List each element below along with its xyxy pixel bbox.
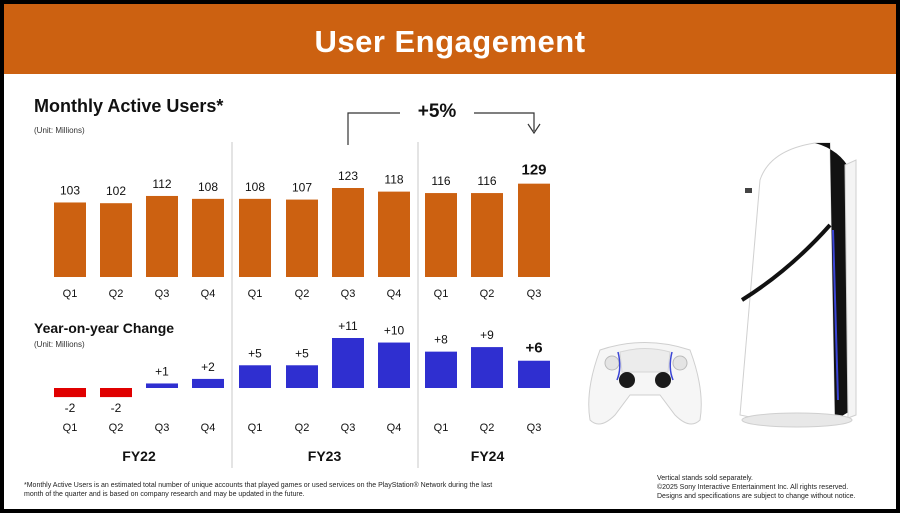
yoy-category-label: Q1 bbox=[434, 422, 449, 434]
yoy-bar bbox=[378, 342, 410, 388]
mau-bar bbox=[286, 199, 318, 277]
yoy-data-label: -2 bbox=[111, 401, 122, 415]
yoy-data-label: +10 bbox=[384, 324, 405, 338]
yoy-bar bbox=[239, 365, 271, 388]
yoy-category-label: Q2 bbox=[109, 422, 124, 434]
yoy-data-label: +2 bbox=[201, 360, 215, 374]
mau-data-label: 112 bbox=[152, 177, 171, 191]
yoy-data-label: +8 bbox=[434, 333, 448, 347]
mau-category-label: Q1 bbox=[434, 288, 449, 300]
mau-category-label: Q1 bbox=[63, 288, 78, 300]
legal-line: Vertical stands sold separately. bbox=[657, 475, 753, 482]
yoy-data-label: +9 bbox=[480, 328, 494, 342]
title-banner: User Engagement bbox=[4, 4, 896, 74]
yoy-category-label: Q1 bbox=[63, 422, 78, 434]
mau-bar bbox=[378, 191, 410, 277]
mau-bar bbox=[146, 195, 178, 277]
yoy-category-label: Q4 bbox=[387, 422, 402, 434]
mau-bar bbox=[192, 198, 224, 277]
callout-bracket-left bbox=[347, 112, 400, 145]
callout-arrowhead bbox=[527, 123, 541, 135]
yoy-bar bbox=[100, 388, 132, 398]
yoy-bar bbox=[518, 360, 550, 388]
mau-data-label: 107 bbox=[292, 181, 312, 195]
callout-bracket-right bbox=[474, 112, 535, 131]
legal-notice: Vertical stands sold separately. ©2025 S… bbox=[657, 474, 897, 501]
mau-category-label: Q4 bbox=[201, 288, 216, 300]
mau-category-label: Q2 bbox=[480, 288, 495, 300]
mau-data-label: 123 bbox=[338, 169, 358, 183]
mau-category-label: Q3 bbox=[155, 288, 170, 300]
legal-line: ©2025 Sony Interactive Entertainment Inc… bbox=[657, 484, 849, 491]
fiscal-year-label: FY22 bbox=[122, 448, 156, 464]
yoy-bar bbox=[332, 338, 364, 388]
yoy-bar bbox=[286, 365, 318, 388]
yoy-bar bbox=[192, 378, 224, 388]
yoy-category-label: Q3 bbox=[341, 422, 356, 434]
mau-bar bbox=[239, 198, 271, 277]
yoy-category-label: Q3 bbox=[155, 422, 170, 434]
mau-data-label: 116 bbox=[431, 174, 450, 188]
yoy-data-label: +1 bbox=[155, 364, 169, 378]
mau-bar bbox=[425, 193, 457, 277]
yoy-chart-title: Year-on-year Change bbox=[34, 320, 175, 336]
yoy-category-label: Q2 bbox=[480, 422, 495, 434]
yoy-data-label: +5 bbox=[248, 346, 262, 360]
legal-line: Designs and specifications are subject t… bbox=[657, 493, 856, 500]
fiscal-year-label: FY23 bbox=[308, 448, 342, 464]
mau-category-label: Q3 bbox=[527, 288, 542, 300]
mau-bar bbox=[100, 203, 132, 277]
yoy-data-label: +11 bbox=[338, 319, 358, 333]
yoy-data-label: +6 bbox=[525, 340, 542, 357]
footnote-text: *Monthly Active Users is an estimated to… bbox=[24, 482, 493, 498]
dualsense-controller-icon bbox=[588, 342, 702, 425]
fiscal-year-label: FY24 bbox=[471, 448, 505, 464]
mau-category-label: Q3 bbox=[341, 288, 356, 300]
yoy-unit-label: (Unit: Millions) bbox=[34, 340, 85, 349]
mau-data-label: 102 bbox=[106, 184, 126, 198]
mau-data-label: 108 bbox=[198, 180, 218, 194]
mau-bar bbox=[518, 183, 550, 277]
mau-data-label: 116 bbox=[477, 174, 496, 188]
yoy-bar bbox=[54, 388, 86, 398]
yoy-bar bbox=[146, 383, 178, 388]
yoy-bar bbox=[471, 347, 503, 388]
mau-category-label: Q4 bbox=[387, 288, 402, 300]
yoy-category-label: Q2 bbox=[295, 422, 310, 434]
mau-data-label: 129 bbox=[521, 162, 546, 179]
mau-category-label: Q2 bbox=[109, 288, 124, 300]
mau-category-label: Q2 bbox=[295, 288, 310, 300]
mau-data-label: 118 bbox=[384, 173, 403, 187]
mau-data-label: 103 bbox=[60, 183, 80, 197]
mau-bar bbox=[471, 193, 503, 277]
yoy-data-label: -2 bbox=[65, 401, 76, 415]
mau-data-label: 108 bbox=[245, 180, 265, 194]
yoy-category-label: Q1 bbox=[248, 422, 263, 434]
yoy-bar bbox=[425, 351, 457, 388]
ps5-console-icon bbox=[739, 142, 857, 428]
mau-bar bbox=[332, 188, 364, 277]
yoy-data-label: +5 bbox=[295, 346, 309, 360]
mau-unit-label: (Unit: Millions) bbox=[34, 126, 85, 135]
mau-bar bbox=[54, 202, 86, 277]
mau-chart-title: Monthly Active Users* bbox=[34, 96, 224, 116]
mau-category-label: Q1 bbox=[248, 288, 263, 300]
yoy-category-label: Q3 bbox=[527, 422, 542, 434]
page-title: User Engagement bbox=[314, 24, 586, 59]
yoy-category-label: Q4 bbox=[201, 422, 216, 434]
callout-growth-label: +5% bbox=[418, 101, 457, 122]
